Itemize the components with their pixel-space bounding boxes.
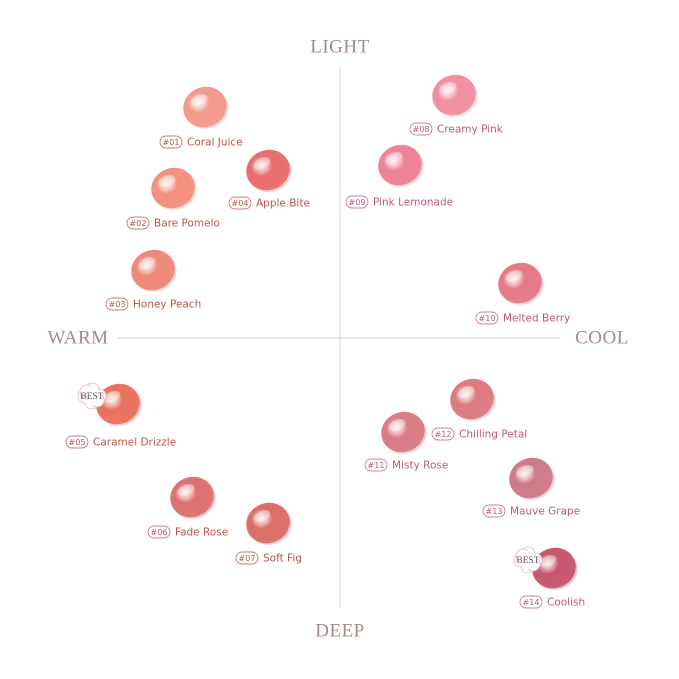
swatch <box>131 249 175 291</box>
number-pill <box>409 122 433 136</box>
number-pill <box>482 504 506 518</box>
axis-bg <box>310 618 370 644</box>
swatch <box>246 149 290 191</box>
shade-name: Bare Pomelo <box>154 218 220 230</box>
number-pill <box>235 551 259 565</box>
swatch-highlight <box>177 484 195 496</box>
swatch-highlight <box>457 386 475 398</box>
swatch-highlight <box>439 82 457 94</box>
badge-text: BEST <box>80 392 103 402</box>
shade-name: Soft Fig <box>263 553 302 565</box>
swatch <box>381 411 425 453</box>
axis-bg <box>312 34 368 60</box>
swatch <box>432 74 476 116</box>
swatch-highlight <box>253 157 271 169</box>
swatch <box>183 86 227 128</box>
swatch-highlight <box>190 94 208 106</box>
swatch-highlight <box>505 270 523 282</box>
shade-number: #06 <box>151 528 168 537</box>
shade-number: #08 <box>413 125 430 134</box>
swatch <box>498 262 542 304</box>
swatch <box>450 378 494 420</box>
shade-name: Pink Lemonade <box>373 197 453 209</box>
shade-number: #04 <box>232 199 249 208</box>
swatch <box>246 502 290 544</box>
shade-number: #13 <box>486 507 503 516</box>
shade-number: #14 <box>523 598 540 607</box>
number-pill <box>519 595 543 609</box>
swatch <box>151 167 195 209</box>
number-pill <box>65 435 89 449</box>
number-pill <box>475 311 499 325</box>
number-pill <box>105 297 129 311</box>
shade-name: Apple Bite <box>256 198 310 210</box>
badge-core <box>519 551 537 569</box>
swatch-highlight <box>158 175 176 187</box>
shade-number: #03 <box>109 300 126 309</box>
shade-name: Coolish <box>547 597 585 609</box>
swatch-highlight <box>516 465 534 477</box>
shade-name: Melted Berry <box>503 313 570 325</box>
number-pill <box>147 525 171 539</box>
shade-name: Chilling Petal <box>459 429 527 441</box>
shade-number: #12 <box>435 430 452 439</box>
shade-number: #05 <box>69 438 86 447</box>
number-pill <box>364 458 388 472</box>
swatch-highlight <box>539 555 557 567</box>
swatch-highlight <box>103 391 121 403</box>
axis-warm: WARM <box>47 327 108 348</box>
axis-light: LIGHT <box>310 36 369 57</box>
shade-number: #01 <box>163 138 180 147</box>
shade-number: #02 <box>130 219 147 228</box>
axis-deep: DEEP <box>315 620 365 641</box>
shade-number: #07 <box>239 554 256 563</box>
badge-core <box>83 387 101 405</box>
shade-name: Creamy Pink <box>437 124 504 136</box>
shade-name: Misty Rose <box>392 460 448 472</box>
number-pill <box>126 216 150 230</box>
swatch <box>170 476 214 518</box>
shade-name: Coral Juice <box>187 137 243 149</box>
shade-name: Fade Rose <box>175 527 228 539</box>
number-pill <box>159 135 183 149</box>
swatch-highlight <box>138 257 156 269</box>
shade-name: Honey Peach <box>133 299 201 311</box>
badge-text: BEST <box>516 556 539 566</box>
shade-number: #09 <box>349 198 366 207</box>
number-pill <box>345 195 369 209</box>
shade-name: Caramel Drizzle <box>93 437 176 449</box>
number-pill <box>431 427 455 441</box>
axis-cool: COOL <box>575 327 629 348</box>
swatch <box>509 457 553 499</box>
number-pill <box>228 196 252 210</box>
swatch-highlight <box>385 152 403 164</box>
swatch <box>532 547 576 589</box>
swatch-highlight <box>388 419 406 431</box>
swatch-highlight <box>253 510 271 522</box>
swatch <box>96 383 140 425</box>
shade-number: #11 <box>368 461 385 470</box>
swatch <box>378 144 422 186</box>
shade-name: Mauve Grape <box>510 506 580 518</box>
shade-number: #10 <box>479 314 496 323</box>
